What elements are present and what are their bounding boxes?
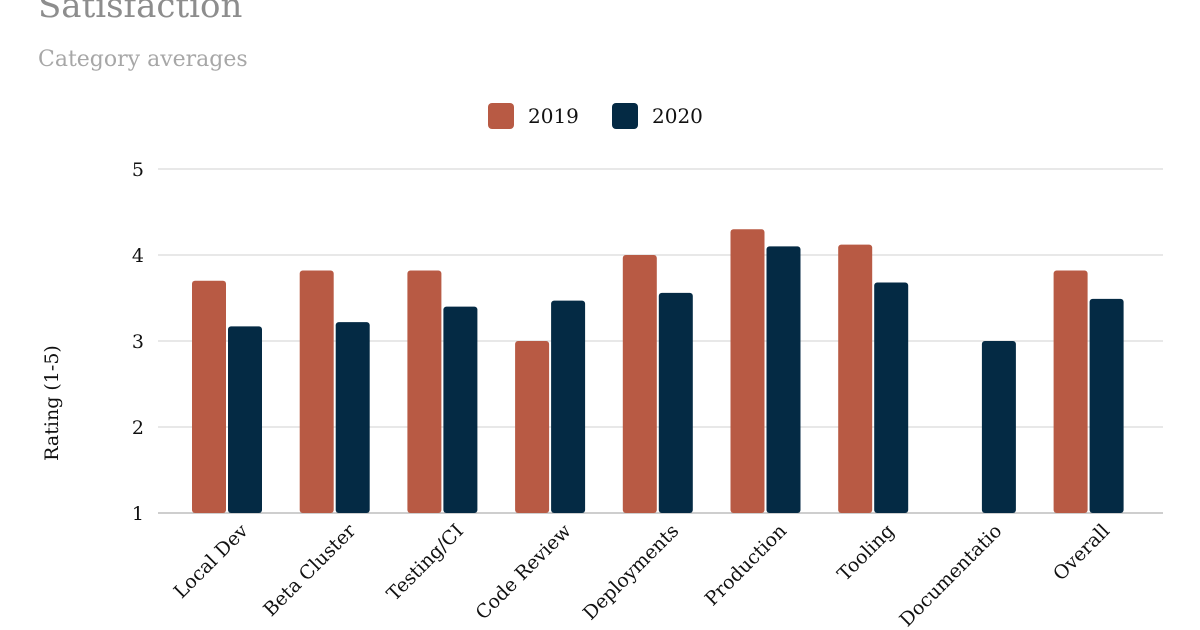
- bar-2020-overall: [1089, 298, 1124, 513]
- bar-2020-tooling: [874, 282, 909, 513]
- x-tick-label: Production: [701, 520, 791, 610]
- bar-2020-deployments: [658, 292, 693, 513]
- bar-2020-production: [766, 246, 801, 513]
- bar-2019-deployments: [622, 255, 657, 513]
- chart-subtitle: Category averages: [38, 47, 248, 72]
- x-tick-label: Beta Cluster: [259, 519, 361, 621]
- chart-title: Satisfaction: [38, 0, 243, 26]
- legend-swatch-2020: [612, 103, 638, 129]
- x-tick-label: Code Review: [471, 519, 576, 624]
- y-tick-label: 2: [132, 417, 144, 439]
- y-tick-label: 4: [132, 245, 144, 267]
- bar-2020-local-dev: [228, 326, 262, 513]
- x-tick-label: Documentatio: [895, 520, 1006, 630]
- legend-item-2020[interactable]: 2020: [612, 103, 703, 129]
- legend-label-2020: 2020: [652, 104, 703, 128]
- x-tick-label: Deployments: [579, 520, 683, 624]
- bar-2020-code-review: [551, 300, 586, 513]
- bar-2019-tooling: [838, 244, 873, 513]
- y-tick-label: 3: [132, 331, 144, 353]
- bar-2019-local-dev: [192, 280, 226, 513]
- y-axis-label: Rating (1-5): [41, 345, 63, 461]
- bar-2019-code-review: [515, 341, 550, 513]
- bar-2019-beta-cluster: [299, 270, 334, 513]
- x-tick-label: Local Dev: [170, 520, 253, 603]
- bar-2019-overall: [1053, 270, 1088, 513]
- bar-2019-testing-ci: [407, 270, 442, 513]
- bar-2020-documentatio: [981, 341, 1016, 513]
- x-tick-label: Overall: [1049, 520, 1114, 585]
- x-tick-label: Testing/CI: [383, 520, 468, 605]
- bar-2020-beta-cluster: [335, 322, 370, 513]
- bar-2019-production: [730, 229, 765, 513]
- bar-2020-testing-ci: [443, 306, 478, 513]
- y-tick-label: 5: [132, 159, 144, 181]
- legend-label-2019: 2019: [528, 104, 579, 128]
- legend-swatch-2019: [488, 103, 514, 129]
- y-tick-label: 1: [132, 503, 144, 525]
- legend-item-2019[interactable]: 2019: [488, 103, 579, 129]
- x-tick-label: Tooling: [833, 520, 899, 586]
